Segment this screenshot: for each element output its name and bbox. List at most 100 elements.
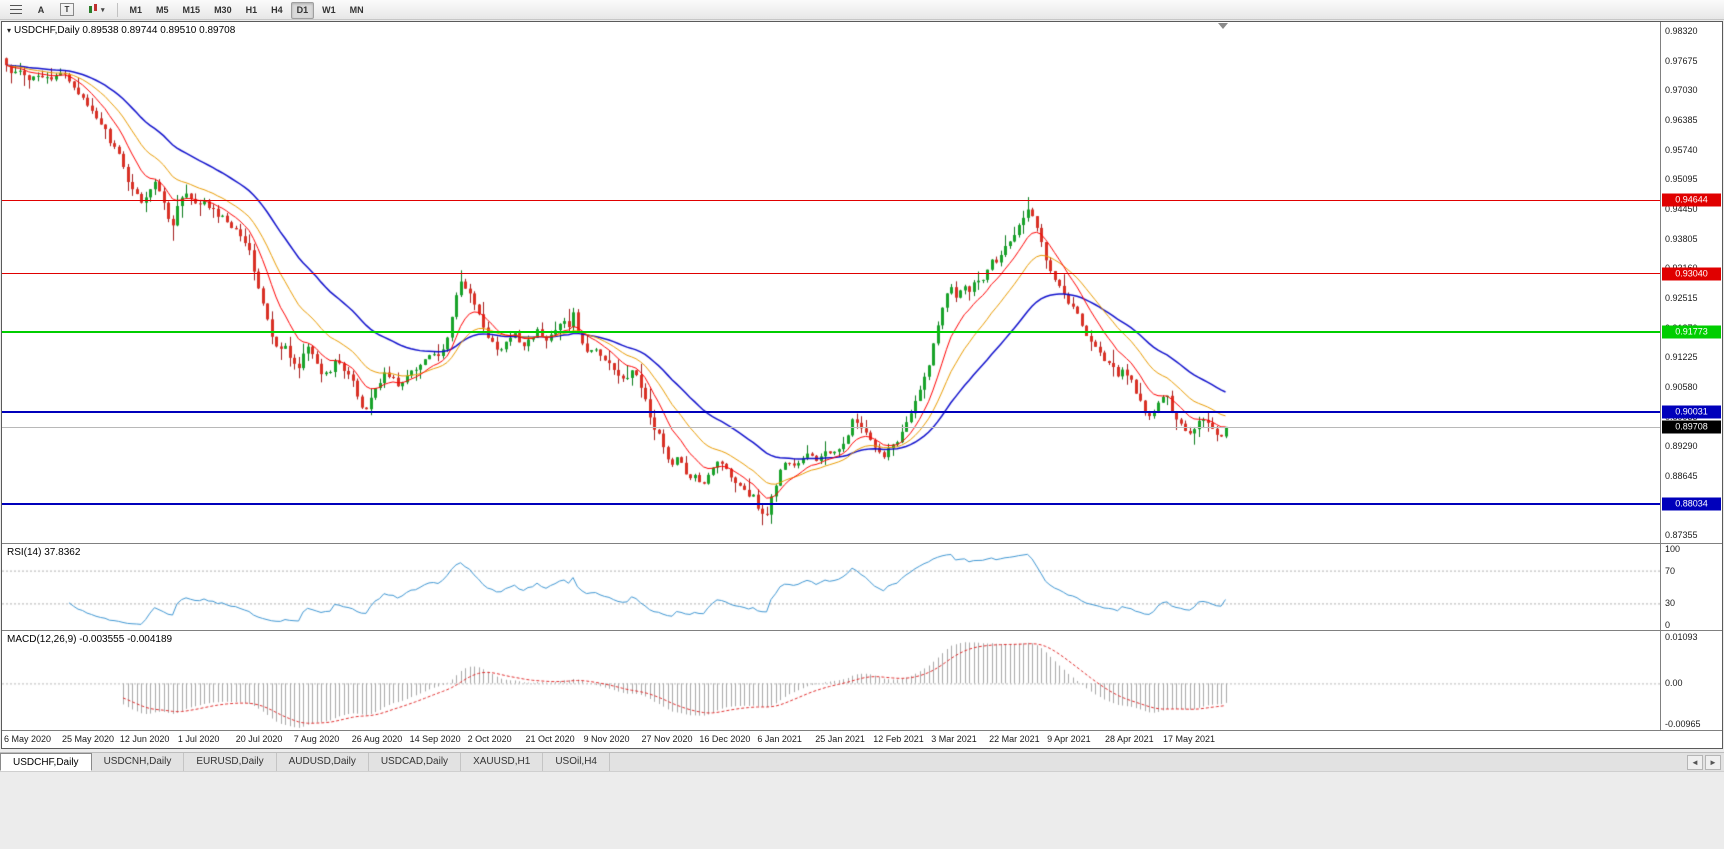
date-tick: 26 Aug 2020 — [351, 734, 403, 744]
macd-tick: 0.01093 — [1665, 632, 1698, 642]
price-tick: 0.89290 — [1665, 441, 1698, 452]
timeframe-toolbar: A T ▾ M1 M5 M15 M30 H1 H4 D1 W1 MN — [0, 0, 1724, 20]
chart-tabbar: USDCHF,Daily USDCNH,Daily EURUSD,Daily AUDU… — [0, 752, 1724, 772]
window-background — [0, 773, 1724, 849]
price-tick: 0.95095 — [1665, 174, 1698, 185]
timeframe-button-h4[interactable]: H4 — [265, 2, 289, 19]
level-price-label: 0.88034 — [1662, 497, 1721, 511]
horizontal-level-line[interactable] — [2, 199, 1660, 201]
date-tick: 17 May 2021 — [1163, 734, 1216, 744]
chart-tabs: USDCHF,Daily USDCNH,Daily EURUSD,Daily AUDU… — [0, 753, 610, 771]
tab-scroll-right-button[interactable]: ► — [1705, 755, 1721, 770]
text-tool-button[interactable]: T — [54, 1, 80, 18]
rsi-tick: 70 — [1665, 565, 1676, 576]
date-tick: 9 Nov 2020 — [583, 734, 630, 744]
timeframe-buttons-group: M1 M5 M15 M30 H1 H4 D1 W1 MN — [123, 0, 371, 19]
date-tick: 22 Mar 2021 — [989, 734, 1040, 744]
date-tick: 3 Mar 2021 — [931, 734, 977, 744]
timeframe-button-mn[interactable]: MN — [344, 2, 370, 19]
price-tick: 0.97675 — [1665, 55, 1698, 66]
date-tick: 16 Dec 2020 — [699, 734, 751, 744]
price-tick: 0.93805 — [1665, 233, 1698, 244]
chevron-down-icon: ▾ — [101, 6, 105, 14]
font-button[interactable]: A — [30, 1, 52, 18]
price-tick: 0.91225 — [1665, 352, 1698, 363]
date-tick: 20 Jul 2020 — [235, 734, 283, 744]
price-tick: 0.88645 — [1665, 470, 1698, 481]
chart-title: ▾ USDCHF,Daily 0.89538 0.89744 0.89510 0.… — [7, 25, 235, 36]
date-tick: 27 Nov 2020 — [641, 734, 693, 744]
date-tick: 21 Oct 2020 — [525, 734, 575, 744]
macd-tick: -0.00965 — [1665, 719, 1701, 729]
price-tick: 0.97030 — [1665, 85, 1698, 96]
charts-list-button[interactable] — [4, 1, 28, 18]
symbol-dropdown-icon[interactable]: ▾ — [7, 26, 12, 35]
horizontal-level-line[interactable] — [2, 502, 1660, 505]
time-axis: 6 May 2020 25 May 2020 12 Jun 2020 1 Jul 20… — [2, 730, 1722, 748]
price-tick: 0.95740 — [1665, 144, 1698, 155]
tab-usdcad-daily[interactable]: USDCAD,Daily — [369, 753, 462, 771]
chart-shift-marker[interactable] — [1218, 23, 1228, 29]
chart-title-text: USDCHF,Daily 0.89538 0.89744 0.89510 0.8… — [14, 25, 236, 36]
tab-scroll-arrows: ◄ ► — [1687, 755, 1721, 770]
date-tick: 28 Apr 2021 — [1105, 734, 1154, 744]
rsi-tick: 0 — [1665, 620, 1671, 630]
price-tick: 0.98320 — [1665, 26, 1698, 37]
price-tick: 0.94450 — [1665, 204, 1698, 215]
text-box-icon: T — [60, 3, 74, 16]
timeframe-button-d1[interactable]: D1 — [290, 1, 315, 19]
tab-usdchf-daily[interactable]: USDCHF,Daily — [0, 753, 92, 771]
timeframe-button-m15[interactable]: M15 — [177, 2, 207, 19]
rsi-canvas[interactable] — [2, 544, 1660, 630]
date-tick: 12 Feb 2021 — [873, 734, 924, 744]
date-tick: 6 May 2020 — [4, 734, 52, 744]
timeframe-button-m5[interactable]: M5 — [150, 2, 175, 19]
current-price-label: 0.89708 — [1662, 420, 1721, 434]
rsi-pane: RSI(14) 37.8362 100 70 30 0 — [2, 543, 1722, 630]
price-tick: 0.90580 — [1665, 381, 1698, 392]
level-price-label: 0.91773 — [1662, 325, 1721, 339]
tab-audusd-daily[interactable]: AUDUSD,Daily — [277, 753, 369, 771]
price-pane: ▾ USDCHF,Daily 0.89538 0.89744 0.89510 0.… — [2, 22, 1722, 543]
current-price-line — [2, 426, 1660, 428]
chart-style-dropdown[interactable]: ▾ — [82, 1, 111, 18]
candlestick-icon — [88, 4, 98, 15]
date-tick: 7 Aug 2020 — [293, 734, 340, 744]
timeframe-button-h1[interactable]: H1 — [240, 2, 264, 19]
horizontal-level-line[interactable] — [2, 273, 1660, 275]
tab-usoil-h4[interactable]: USOil,H4 — [543, 753, 610, 771]
chart-list-icon — [10, 5, 22, 14]
horizontal-level-line[interactable] — [2, 331, 1660, 334]
macd-canvas[interactable] — [2, 631, 1660, 730]
price-axis: 0.98320 0.97675 0.97030 0.96385 0.95740 0.950… — [1660, 22, 1722, 543]
date-tick: 14 Sep 2020 — [409, 734, 461, 744]
rsi-tick: 100 — [1665, 544, 1681, 554]
tab-xauusd-h1[interactable]: XAUUSD,H1 — [461, 753, 544, 771]
price-chart-canvas[interactable] — [2, 22, 1660, 543]
price-tick: 0.87355 — [1665, 530, 1698, 541]
tab-eurusd-daily[interactable]: EURUSD,Daily — [184, 753, 277, 771]
date-tick: 9 Apr 2021 — [1047, 734, 1091, 744]
horizontal-level-line[interactable] — [2, 411, 1660, 414]
level-price-label: 0.93040 — [1662, 267, 1721, 281]
timeframe-button-m1[interactable]: M1 — [124, 2, 149, 19]
timeframe-button-w1[interactable]: W1 — [316, 2, 342, 19]
rsi-tick: 30 — [1665, 598, 1676, 609]
rsi-axis: 100 70 30 0 — [1660, 544, 1722, 630]
macd-pane: MACD(12,26,9) -0.003555 -0.004189 0.0109… — [2, 630, 1722, 730]
date-tick: 6 Jan 2021 — [757, 734, 802, 744]
macd-header: MACD(12,26,9) -0.003555 -0.004189 — [7, 634, 173, 645]
date-tick: 2 Oct 2020 — [467, 734, 512, 744]
toolbar-separator — [116, 2, 118, 17]
price-tick: 0.92515 — [1665, 292, 1698, 303]
timeframe-button-m30[interactable]: M30 — [208, 2, 238, 19]
date-tick: 1 Jul 2020 — [177, 734, 220, 744]
macd-tick: 0.00 — [1665, 678, 1683, 689]
tab-scroll-left-button[interactable]: ◄ — [1687, 755, 1703, 770]
tab-usdcnh-daily[interactable]: USDCNH,Daily — [92, 753, 185, 771]
price-tick: 0.96385 — [1665, 115, 1698, 126]
level-price-label: 0.90031 — [1662, 405, 1721, 419]
rsi-header: RSI(14) 37.8362 — [7, 547, 81, 558]
macd-axis: 0.01093 0.00 -0.00965 — [1660, 631, 1722, 730]
